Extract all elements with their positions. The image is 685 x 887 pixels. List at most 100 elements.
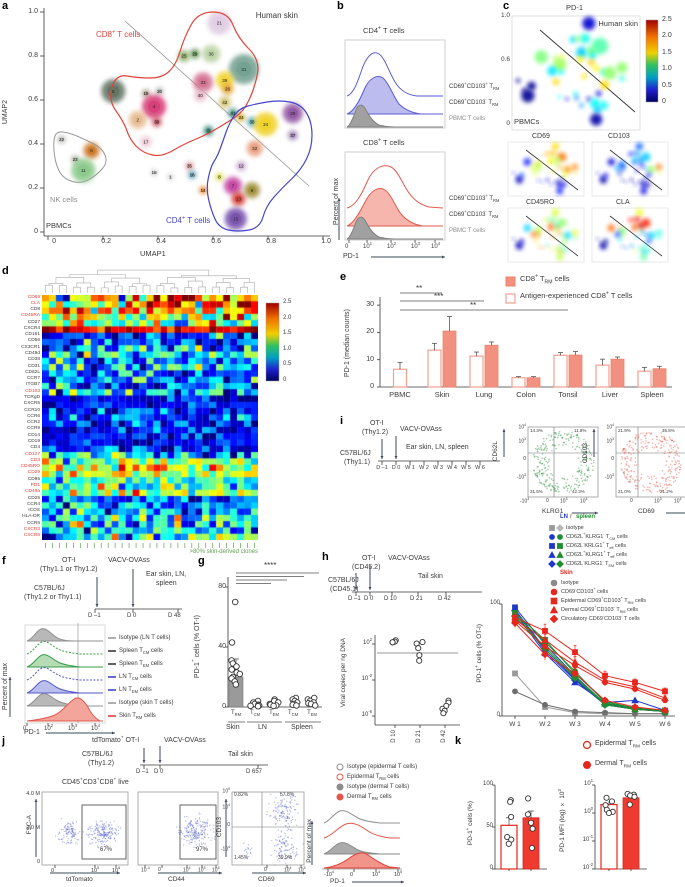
- d-row-label: CD103: [25, 388, 40, 394]
- j-p2-xtick: 10-4: [141, 866, 150, 874]
- a-xtick: 0: [52, 238, 56, 245]
- heatmap-canvas: [42, 295, 258, 540]
- panel-label-k: k: [455, 735, 462, 747]
- c-marker-cd103: CD103: [608, 133, 630, 140]
- j-p3-ytick: 105: [222, 787, 230, 795]
- h-legend-group: LN: [560, 514, 568, 520]
- d-colorbar-tick: 0.5: [283, 361, 292, 368]
- h-day-tick: D 42: [438, 596, 451, 602]
- j-p2-xtick: 0: [158, 867, 161, 873]
- d-row-label: CD49d: [25, 351, 40, 357]
- cluster-label: 28: [290, 111, 296, 116]
- h-legend-item: CD62L-KLRG1- TEM cells: [566, 559, 627, 569]
- d-row-label: CCR4: [26, 501, 40, 507]
- i-flow-ytick: -103: [516, 473, 526, 481]
- cluster-label: 11: [81, 168, 86, 173]
- f-xlabel: PD-1: [24, 729, 40, 736]
- j-p3-ytick: 104: [222, 803, 230, 811]
- f-day-tick: D –1: [88, 613, 101, 619]
- k-c2-ytick: 10-1: [582, 834, 593, 843]
- b-title-cd4: CD4+ T cells: [363, 25, 405, 35]
- d-row-label: CD62L: [25, 369, 40, 375]
- a-ytick: 0.6: [28, 96, 38, 103]
- panel-k-bars: k Epidermal TRM cells Dermal TRM cells P…: [455, 735, 685, 887]
- cluster-label: 30: [154, 120, 160, 125]
- a-xtick: 0.2: [101, 238, 111, 245]
- i-flow-ytick: 103: [518, 437, 526, 445]
- i-flow2-xlabel: CD69: [638, 508, 655, 515]
- j-day-tick: D –1: [136, 769, 149, 775]
- j-p3-xlabel: CD69: [258, 876, 275, 883]
- i-host: C57BL/6J: [340, 450, 371, 457]
- h-legend-group: Skin: [560, 570, 573, 576]
- panel-label-i: i: [340, 415, 344, 427]
- cluster-label: 39: [222, 78, 228, 83]
- c-pbmcs-annotation: PBMCs: [514, 117, 540, 126]
- i-day-tick: W 6: [475, 465, 485, 471]
- h-legend-item: Isotype: [566, 525, 584, 531]
- d-row-label: ITGB7: [26, 382, 40, 388]
- h-day-tick: D –1: [348, 596, 361, 602]
- d-colorbar-tick: 1.0: [283, 345, 292, 352]
- k-c1-ytick: 50: [486, 823, 493, 829]
- a-ytick: 0.2: [28, 184, 38, 191]
- k-c2-ytick: 100: [584, 806, 593, 815]
- i-day-tick: W 5: [461, 465, 471, 471]
- cluster-label: 2: [136, 117, 139, 122]
- i-quad: 31.5%: [530, 489, 543, 494]
- i-day-tick: W 3: [433, 465, 443, 471]
- g-significance: ****: [264, 561, 277, 570]
- g-cat: TRM: [230, 710, 241, 718]
- e-category: Spleen: [640, 390, 664, 399]
- j-day-tick: D 657: [246, 769, 263, 775]
- panel-b-histograms: b CD4+ T cells CD8+ T cells Percent of m…: [333, 0, 505, 267]
- h-legend-item: CD62L-KRLG1+ Teff cells: [566, 541, 627, 551]
- d-row-label: PD1: [30, 482, 40, 488]
- j-hist-xtick: 0: [350, 872, 354, 878]
- c-colorbar-tick: 2.0: [662, 32, 672, 40]
- e-ytick: 20: [366, 328, 374, 336]
- d-row-label: TCRgD: [24, 395, 40, 400]
- a-xtick: 0.8: [266, 238, 276, 245]
- a-xtick: 1.0: [321, 238, 331, 245]
- g-group-label: Spleen: [291, 724, 313, 731]
- panel-e-barchart: e PD-1 (median counts) CD8+ TRM cells An…: [340, 267, 685, 417]
- h-line-ytick: 100: [489, 600, 500, 606]
- cluster-label: 36: [209, 51, 215, 56]
- i-quad: 42.3%: [572, 489, 585, 494]
- cluster-label: 5: [112, 89, 115, 94]
- h-cd452: (CD45.2): [352, 564, 381, 571]
- h-day-tick: D 10: [384, 596, 397, 602]
- scatter-bar-chart: [225, 572, 322, 723]
- e-category: Tonsil: [558, 390, 578, 399]
- f-legend-item: Skin TRM cells: [119, 713, 156, 721]
- panel-label-h: h: [322, 551, 329, 563]
- j-p1-ytick: 0: [36, 859, 40, 865]
- j-hist-xlabel: PD-1: [330, 878, 345, 885]
- a-xtick: 0.4: [156, 238, 166, 245]
- d-row-label: CCR9: [26, 426, 40, 432]
- cluster-label: 35: [187, 164, 193, 169]
- a-ytick: 1.0: [28, 8, 38, 15]
- f-legend-item: Isotype (skin T cells): [119, 700, 174, 706]
- panel-h-legend: LN / spleen Isotype CD62L+KLRG1- TCM cells CD…: [548, 514, 685, 624]
- j-quad: 1.45%: [234, 855, 249, 861]
- e-legend-trm: CD8+ TRM cells: [520, 273, 570, 286]
- i-flow-xtick: 104: [674, 497, 682, 505]
- g-group-label: LN: [258, 724, 267, 731]
- b-title-cd8: CD8+ T cells: [363, 137, 405, 147]
- c-marker-cd69: CD69: [532, 133, 550, 140]
- j-gate-title: CD45+CD3+CD8+ live: [62, 777, 129, 786]
- j-quad: 0.82%: [234, 792, 249, 798]
- h-legend-item: CD69-CD103+ cells: [561, 587, 609, 595]
- bar-chart: [377, 276, 672, 388]
- j-gate-percent: 67%: [100, 847, 113, 853]
- panel-label-b: b: [337, 0, 344, 12]
- cluster-label: 33: [200, 80, 206, 85]
- i-flow1-xlabel: KLRG1: [542, 508, 564, 515]
- f-day-tick: D 48: [168, 613, 181, 619]
- h-line-xtick: W 2: [539, 721, 551, 728]
- b-xtick: 0: [345, 244, 349, 250]
- j-hist-legend-item: Dermal TRM cells: [347, 794, 392, 802]
- a-ytick: 0: [34, 228, 38, 235]
